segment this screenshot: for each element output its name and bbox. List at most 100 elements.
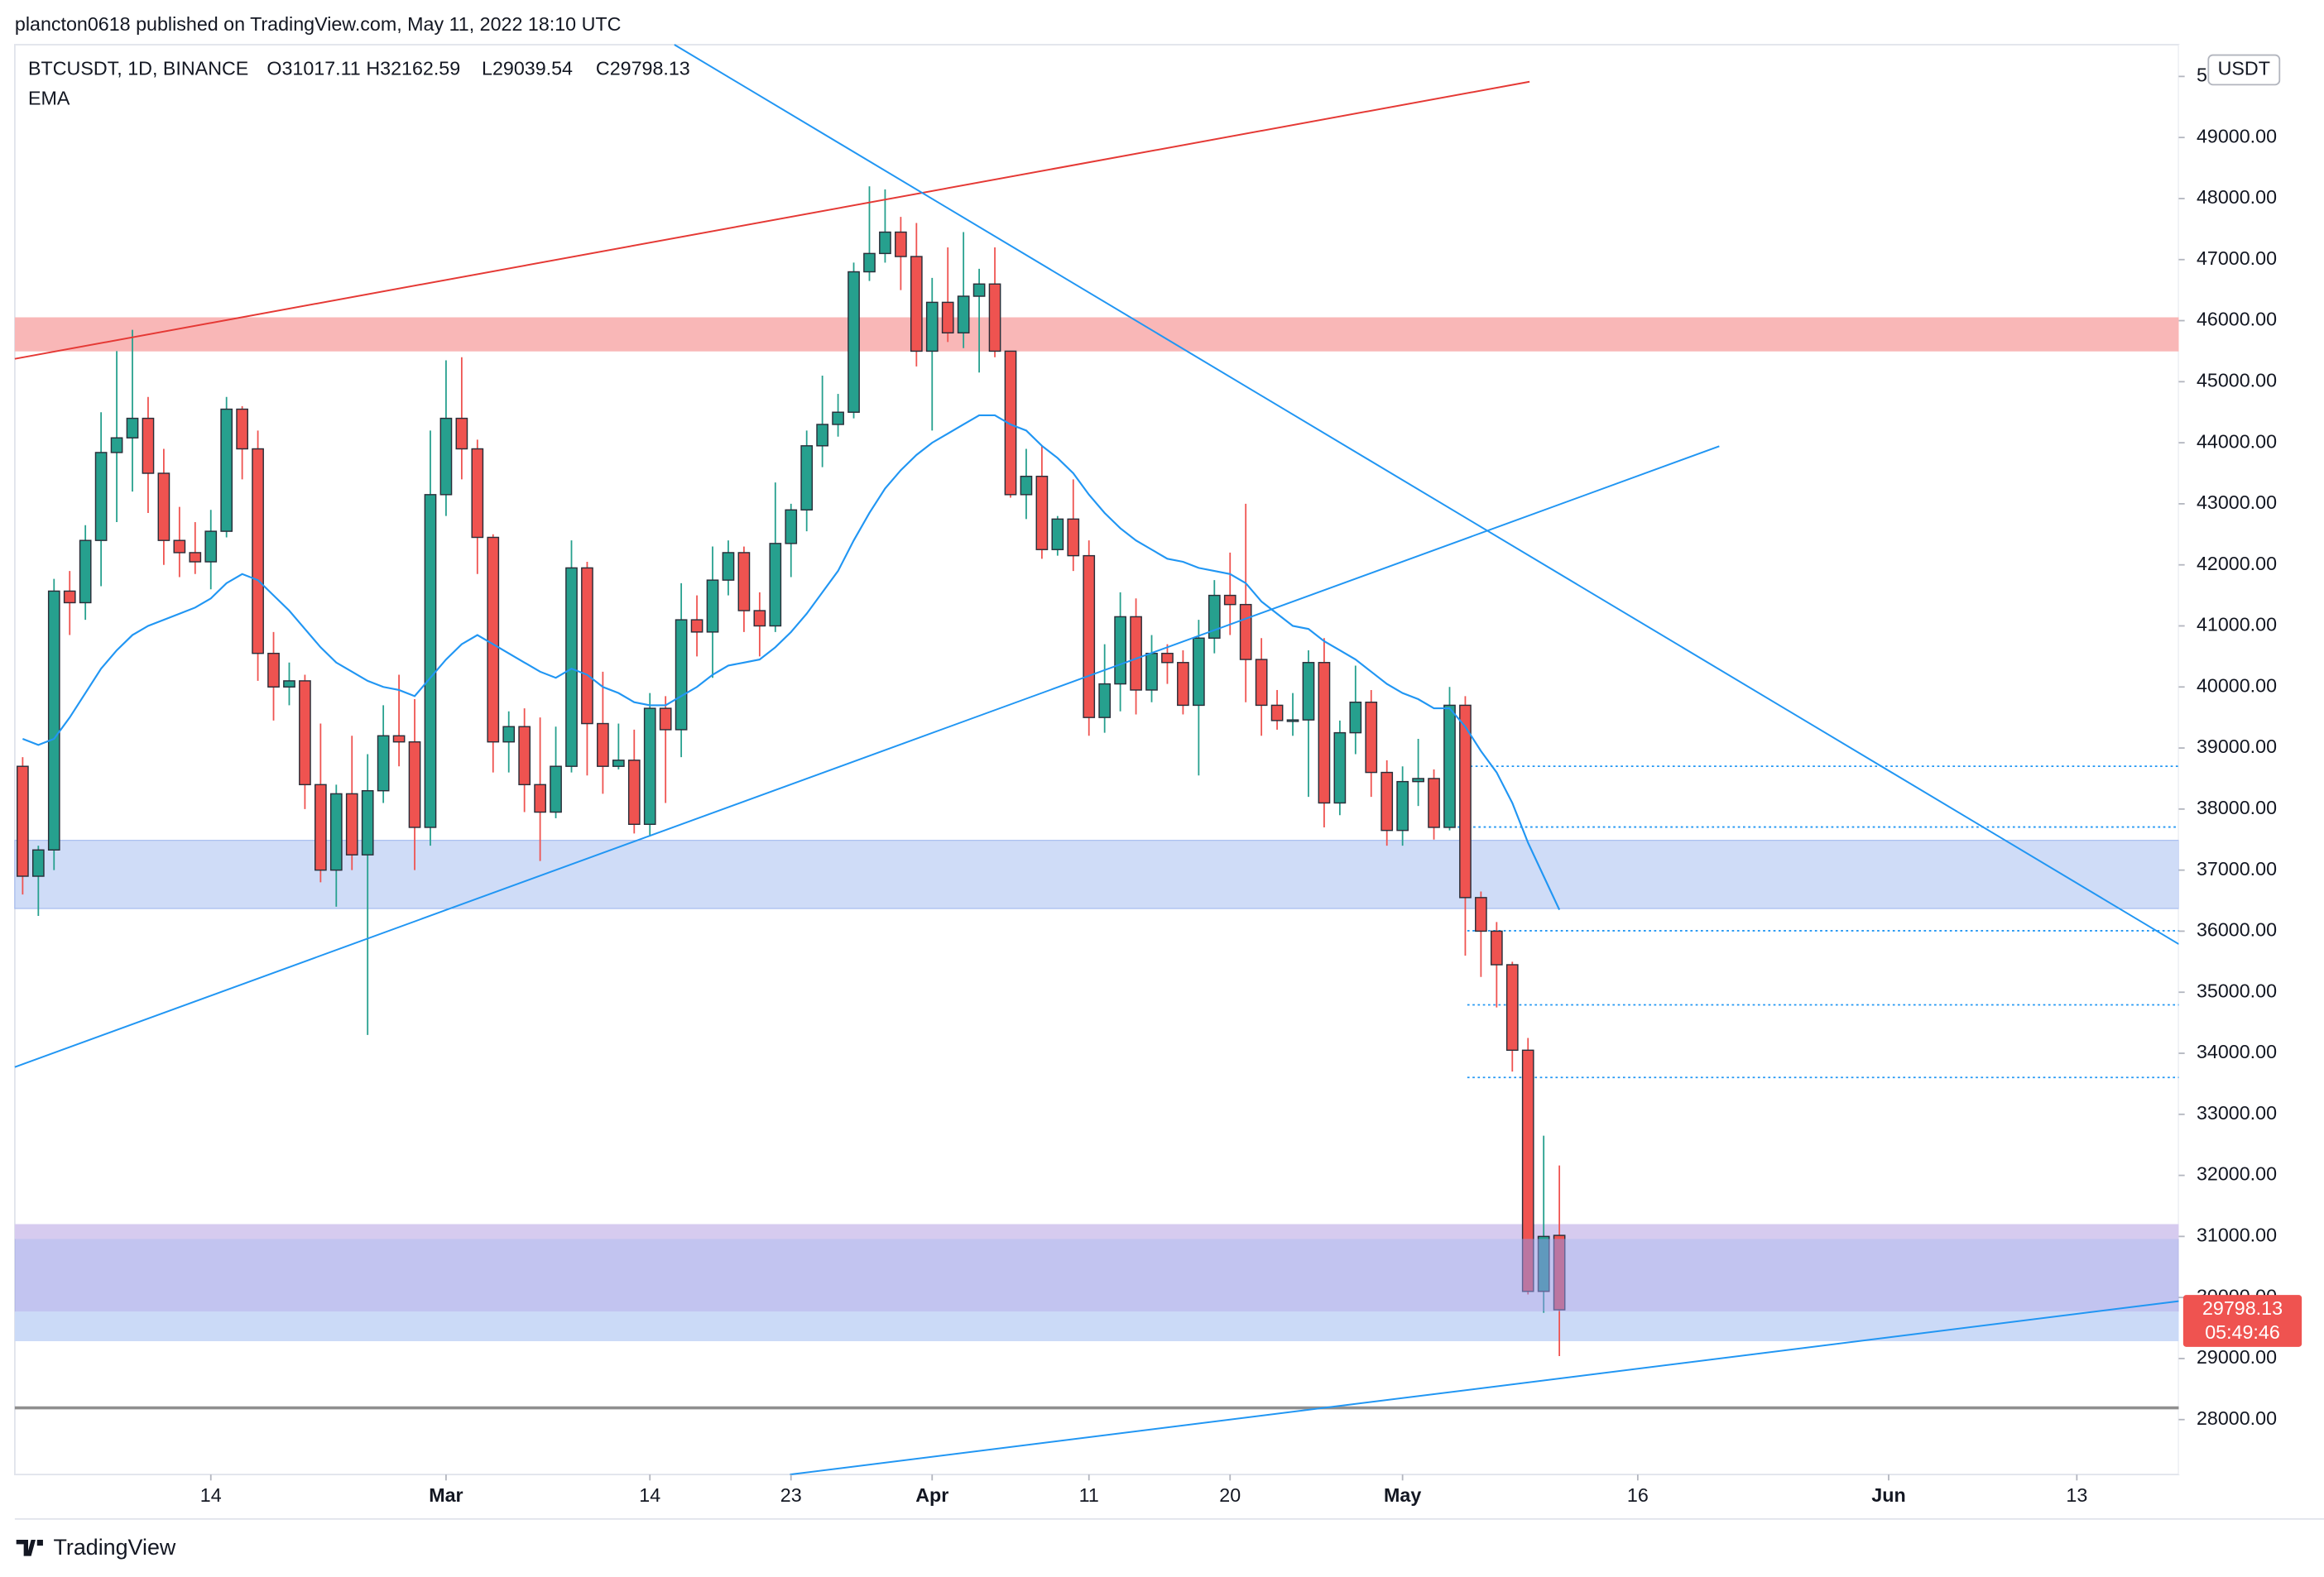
y-tick-label: 29000.00 bbox=[2197, 1346, 2277, 1368]
logo-icon bbox=[16, 1539, 43, 1556]
y-tick-label: 47000.00 bbox=[2197, 247, 2277, 269]
candle-body bbox=[925, 301, 939, 352]
candle-body bbox=[832, 411, 844, 425]
y-tick-label: 38000.00 bbox=[2197, 797, 2277, 818]
candle-body bbox=[283, 680, 295, 688]
candle-body bbox=[1428, 778, 1440, 828]
x-tick-label: 23 bbox=[780, 1484, 802, 1506]
candle-body bbox=[1114, 616, 1126, 685]
candle-body bbox=[785, 509, 798, 544]
candle-body bbox=[988, 283, 1001, 352]
candle-body bbox=[157, 472, 170, 541]
x-tick-label: 14 bbox=[639, 1484, 660, 1506]
candle-body bbox=[1177, 662, 1189, 707]
x-tick-label: 16 bbox=[1627, 1484, 1649, 1506]
candle-body bbox=[110, 437, 123, 453]
candle-body bbox=[1475, 897, 1487, 932]
candle-body bbox=[941, 301, 954, 334]
candle-body bbox=[1396, 780, 1409, 832]
indicator-name: EMA bbox=[28, 87, 70, 108]
candle-body bbox=[315, 784, 327, 871]
y-tick-label: 49000.00 bbox=[2197, 125, 2277, 146]
candle-body bbox=[1020, 475, 1033, 496]
candle-body bbox=[1380, 771, 1394, 832]
x-tick-label: 14 bbox=[200, 1484, 222, 1506]
candle-body bbox=[1004, 350, 1017, 496]
y-tick-label: 31000.00 bbox=[2197, 1225, 2277, 1246]
candle-body bbox=[189, 552, 202, 563]
trendline-down bbox=[674, 44, 2180, 945]
candle-body bbox=[1255, 659, 1268, 707]
candle-body bbox=[800, 445, 814, 510]
currency: USDT bbox=[2218, 58, 2270, 79]
candle-body bbox=[1083, 554, 1096, 718]
candle-body bbox=[1270, 704, 1284, 721]
y-tick-label: 32000.00 bbox=[2197, 1163, 2277, 1185]
x-tick-label: Apr bbox=[915, 1484, 948, 1506]
candle-body bbox=[126, 417, 139, 439]
x-tick-label: May bbox=[1384, 1484, 1421, 1506]
candle-body bbox=[1035, 475, 1049, 550]
candle-body bbox=[345, 793, 358, 856]
legend-close: C29798.13 bbox=[596, 58, 690, 79]
y-tick-label: 41000.00 bbox=[2197, 614, 2277, 635]
candle-body bbox=[957, 295, 970, 334]
candle-body bbox=[1067, 518, 1080, 557]
candle-body bbox=[1098, 683, 1112, 718]
candle-body bbox=[863, 252, 876, 273]
candle-body bbox=[471, 448, 484, 539]
candle-body bbox=[1505, 964, 1519, 1052]
candle-body bbox=[972, 283, 986, 297]
y-tick-label: 28000.00 bbox=[2197, 1407, 2277, 1429]
candle-body bbox=[31, 849, 45, 877]
candle-body bbox=[173, 539, 186, 554]
y-tick-label: 46000.00 bbox=[2197, 309, 2277, 330]
y-tick-label: 44000.00 bbox=[2197, 430, 2277, 452]
candle-body bbox=[550, 765, 562, 813]
x-tick-label: Mar bbox=[429, 1484, 463, 1506]
candle-body bbox=[1302, 662, 1315, 721]
candle-body bbox=[79, 539, 92, 604]
legend-high: H32162.59 bbox=[366, 58, 460, 79]
legend-open: O31017.11 bbox=[266, 58, 360, 79]
y-tick-label: 37000.00 bbox=[2197, 858, 2277, 880]
trendline-low bbox=[790, 1300, 2179, 1476]
candle-body bbox=[690, 619, 703, 633]
candle-body bbox=[487, 536, 500, 743]
candle-body bbox=[1145, 652, 1158, 691]
candle-body bbox=[63, 590, 76, 604]
candle-body bbox=[643, 707, 656, 826]
candles bbox=[17, 186, 1566, 1357]
support-zone bbox=[14, 840, 2180, 909]
price-tag-countdown: 05:49:46 bbox=[2205, 1321, 2280, 1343]
candle-body bbox=[267, 652, 280, 688]
candle-body bbox=[204, 530, 218, 563]
candle-body bbox=[455, 417, 468, 450]
dotted-levels bbox=[1452, 765, 2179, 1079]
candle-body bbox=[627, 760, 641, 826]
y-tick-label: 48000.00 bbox=[2197, 186, 2277, 208]
candle-body bbox=[1333, 731, 1347, 804]
candle-body bbox=[1412, 778, 1424, 783]
candle-body bbox=[534, 784, 546, 813]
support-zone-core bbox=[14, 1239, 2179, 1312]
candle-body bbox=[769, 543, 782, 627]
candle-body bbox=[252, 448, 264, 654]
candle-body bbox=[597, 722, 609, 767]
candle-body bbox=[1193, 637, 1205, 707]
price-tag-value: 29798.13 bbox=[2202, 1297, 2283, 1319]
price-axis-bg bbox=[2178, 45, 2324, 1475]
candle-body bbox=[565, 567, 578, 767]
y-tick-label: 33000.00 bbox=[2197, 1102, 2277, 1124]
symbol: BTCUSDT, 1D, BINANCE bbox=[28, 58, 248, 79]
candle-body bbox=[1130, 616, 1142, 691]
candle-body bbox=[847, 271, 860, 413]
y-tick-label: 36000.00 bbox=[2197, 919, 2277, 941]
price-tag-box bbox=[2182, 1295, 2302, 1347]
candle-body bbox=[236, 408, 248, 450]
y-tick-label: 35000.00 bbox=[2197, 980, 2277, 1001]
candle-body bbox=[1318, 662, 1331, 804]
candle-body bbox=[1490, 930, 1503, 966]
y-tick-label: 42000.00 bbox=[2197, 553, 2277, 574]
